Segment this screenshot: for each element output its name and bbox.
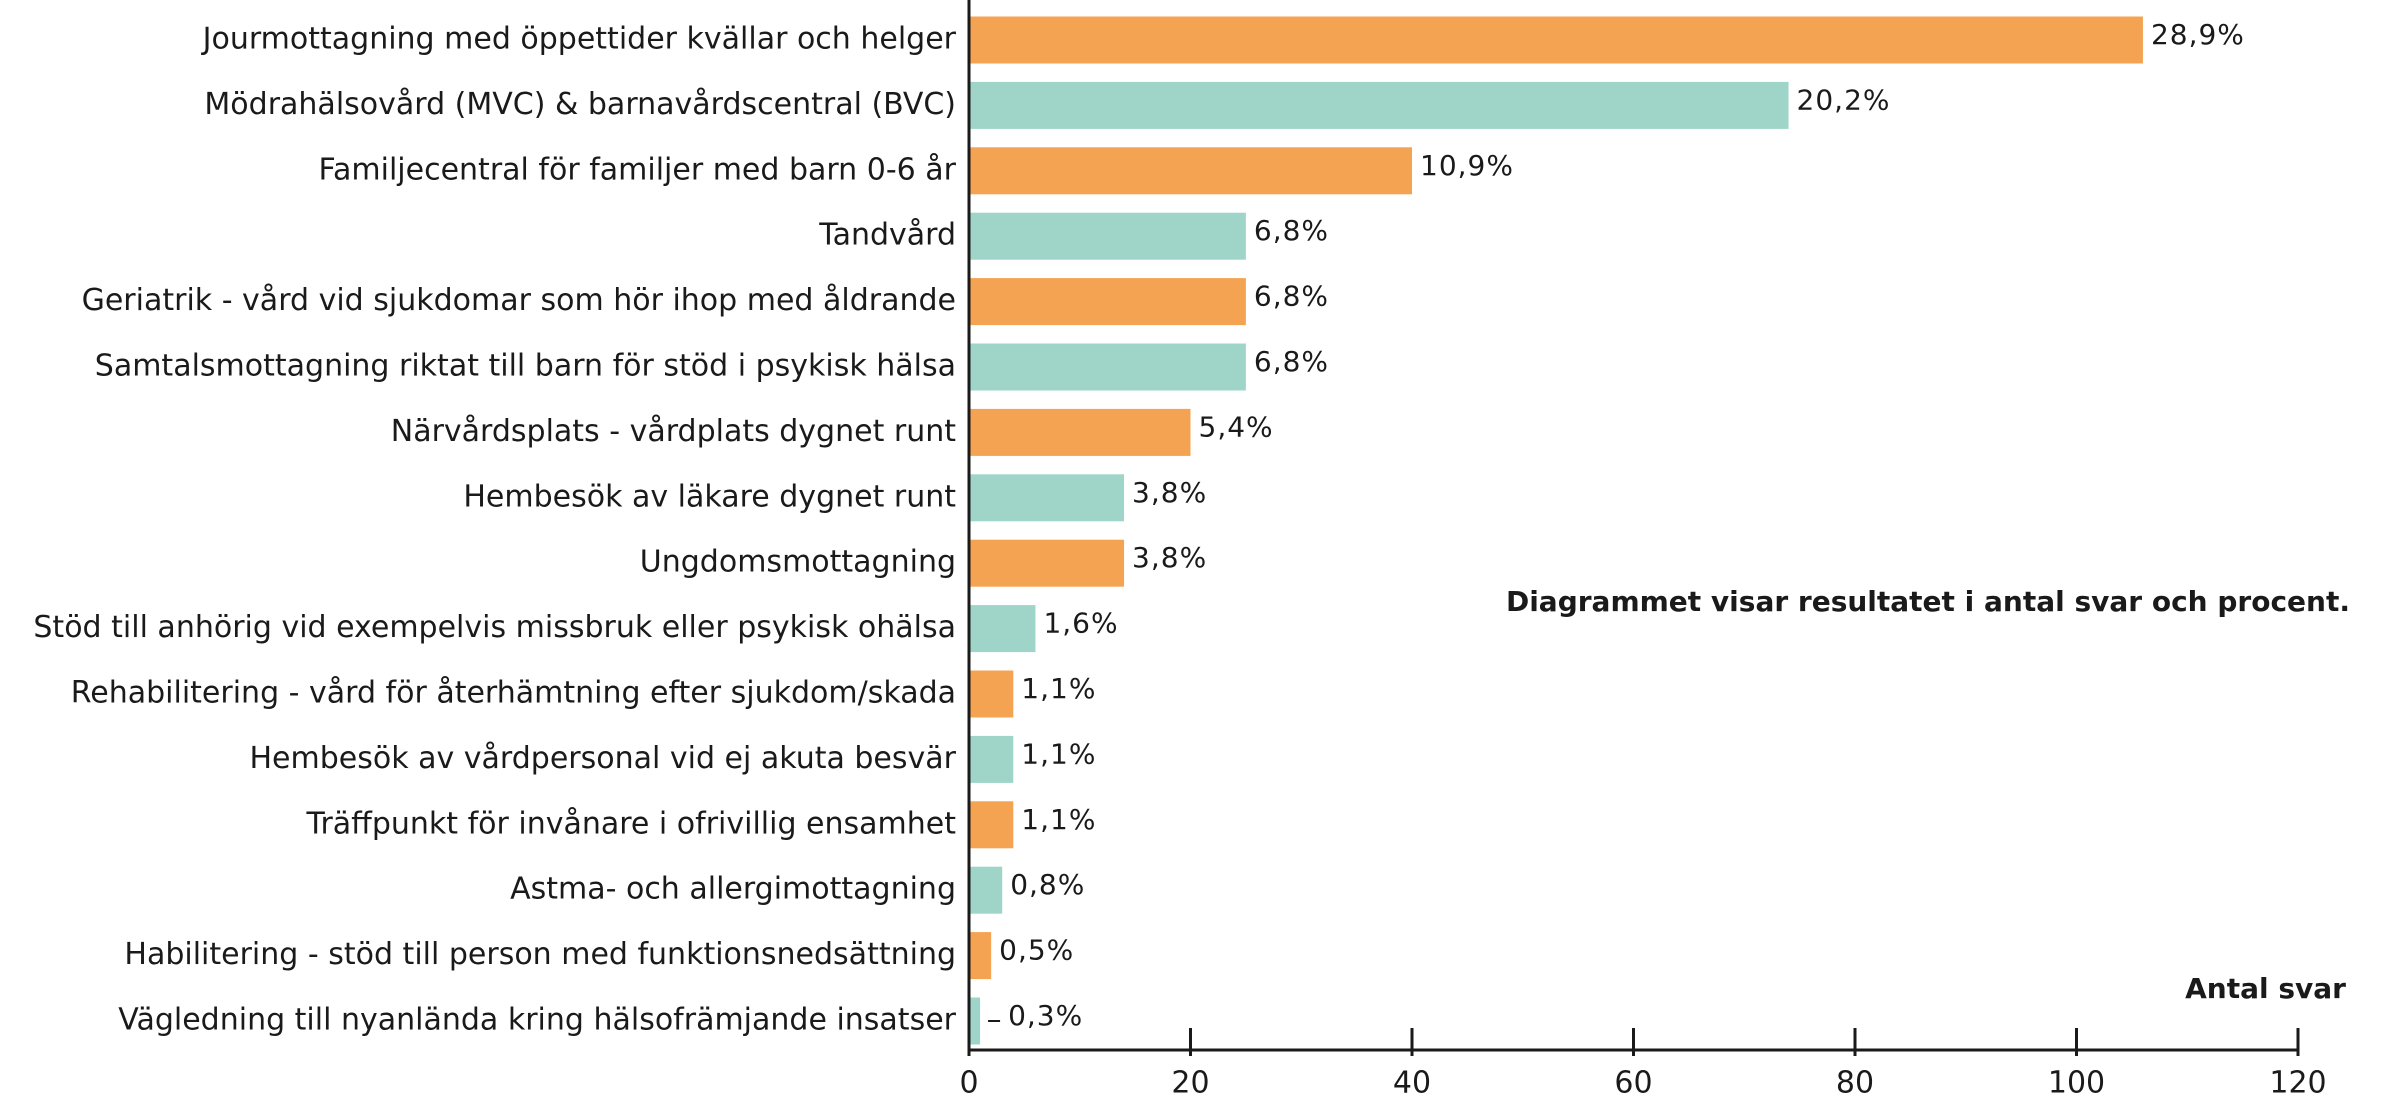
x-tick-label: 0 [959, 1066, 978, 1101]
category-label: Habilitering - stöd till person med funk… [124, 937, 956, 972]
x-axis-label: Antal svar [2185, 972, 2346, 1005]
bar [969, 474, 1125, 522]
value-label: 6,8% [1254, 214, 1329, 247]
bar [969, 997, 981, 1045]
bar [969, 278, 1246, 326]
value-label: 20,2% [1797, 83, 1891, 116]
bar [969, 670, 1014, 718]
category-label: Närvårdsplats - vårdplats dygnet runt [391, 414, 956, 449]
x-tick-label: 60 [1614, 1066, 1652, 1101]
category-label: Vägledning till nyanlända kring hälsofrä… [118, 1003, 956, 1038]
category-label: Hembesök av läkare dygnet runt [463, 479, 956, 514]
bar [969, 408, 1191, 456]
category-label: Samtalsmottagning riktat till barn för s… [95, 349, 956, 384]
category-label: Hembesök av vårdpersonal vid ej akuta be… [249, 741, 956, 776]
x-tick-label: 20 [1171, 1066, 1209, 1101]
category-label: Astma- och allergimottagning [510, 872, 956, 907]
bar [969, 147, 1412, 195]
value-label: 1,6% [1043, 607, 1118, 640]
bar [969, 735, 1014, 783]
bar [969, 539, 1125, 587]
x-tick-label: 120 [2269, 1066, 2326, 1101]
value-label: 3,8% [1132, 476, 1207, 509]
bar [969, 866, 1003, 914]
annotation: Diagrammet visar resultatet i antal svar… [1506, 585, 2350, 618]
value-label: 6,8% [1254, 280, 1329, 313]
bar [969, 212, 1246, 260]
value-label: 3,8% [1132, 541, 1207, 574]
category-label: Mödrahälsovård (MVC) & barnavårdscentral… [204, 87, 956, 122]
x-tick-label: 40 [1393, 1066, 1431, 1101]
category-label: Träffpunkt för invånare i ofrivillig ens… [306, 806, 957, 841]
value-label: 10,9% [1420, 149, 1514, 182]
bar [969, 801, 1014, 849]
bar [969, 16, 2143, 64]
category-label: Ungdomsmottagning [640, 545, 956, 580]
x-tick-label: 80 [1836, 1066, 1874, 1101]
bar [969, 81, 1789, 129]
value-label: 28,9% [2151, 18, 2245, 51]
bar [969, 343, 1246, 391]
category-label: Tandvård [818, 218, 956, 253]
value-label: 6,8% [1254, 345, 1329, 378]
bar [969, 932, 992, 980]
category-label: Jourmottagning med öppettider kvällar oc… [201, 22, 957, 57]
x-tick-label: 100 [2048, 1066, 2105, 1101]
value-label: 1,1% [1021, 803, 1096, 836]
value-label: 5,4% [1199, 410, 1274, 443]
value-label: 1,1% [1021, 672, 1096, 705]
value-label: 0,8% [1010, 868, 1085, 901]
category-label: Geriatrik - vård vid sjukdomar som hör i… [82, 283, 956, 318]
category-label: Stöd till anhörig vid exempelvis missbru… [33, 610, 956, 645]
bar [969, 605, 1036, 653]
value-label: 0,3% [1008, 999, 1083, 1032]
category-label: Rehabilitering - vård för återhämtning e… [71, 676, 956, 711]
value-label: 0,5% [999, 934, 1074, 967]
category-label: Familjecentral för familjer med barn 0-6… [319, 152, 957, 187]
value-label: 1,1% [1021, 737, 1096, 770]
